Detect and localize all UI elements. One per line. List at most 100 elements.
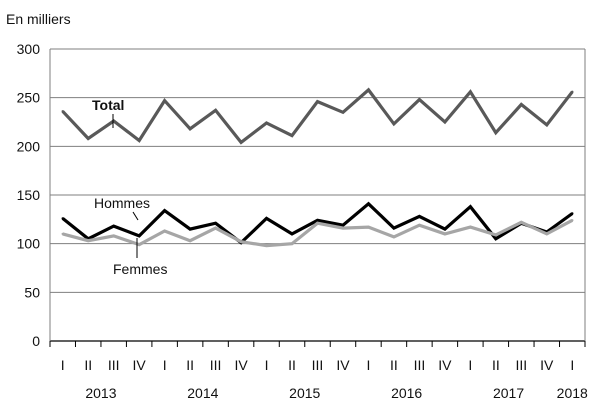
x-quarter-label: IV <box>133 357 147 373</box>
data-point-total <box>290 134 294 137</box>
data-point-femmes <box>494 233 497 237</box>
data-point-hommes <box>265 217 268 220</box>
x-quarter-label: III <box>312 357 324 373</box>
data-point-femmes <box>443 232 447 236</box>
data-point-total <box>443 120 447 124</box>
data-point-total <box>138 139 141 142</box>
data-point-total <box>545 123 548 127</box>
x-quarter-label: II <box>390 357 398 373</box>
series-label-total: Total <box>92 97 124 113</box>
data-point-femmes <box>571 219 574 222</box>
x-quarter-label: I <box>163 357 167 373</box>
x-quarter-label: IV <box>234 357 248 373</box>
x-quarter-label: II <box>288 357 296 373</box>
y-tick-label: 0 <box>32 333 40 349</box>
data-point-total <box>61 110 64 113</box>
data-point-hommes <box>571 212 574 215</box>
x-quarter-label: I <box>570 357 574 373</box>
y-tick-label: 100 <box>17 236 41 252</box>
x-quarter-label: IV <box>336 357 350 373</box>
unit-label: En milliers <box>6 11 71 27</box>
data-point-femmes <box>214 226 217 230</box>
data-point-femmes <box>188 239 192 242</box>
x-quarter-label: II <box>492 357 500 373</box>
series-label-femmes: Femmes <box>113 261 167 277</box>
data-point-hommes <box>290 232 294 236</box>
y-tick-label: 200 <box>17 138 41 154</box>
data-point-hommes <box>163 209 166 212</box>
data-point-total <box>367 88 370 92</box>
x-year-label: 2014 <box>187 385 218 401</box>
x-year-label: 2018 <box>557 385 588 401</box>
data-point-hommes <box>469 205 472 208</box>
data-point-total <box>163 99 166 102</box>
x-quarter-label: III <box>515 357 527 373</box>
data-point-total <box>188 127 192 130</box>
leader-line-hommes <box>132 211 139 221</box>
data-point-total <box>265 121 268 125</box>
data-point-femmes <box>418 224 421 227</box>
x-quarter-label: III <box>108 357 120 373</box>
data-point-femmes <box>545 232 548 236</box>
data-point-hommes <box>392 226 396 230</box>
x-year-label: 2016 <box>391 385 422 401</box>
x-quarter-label: I <box>468 357 472 373</box>
data-point-femmes <box>341 226 345 230</box>
data-point-hommes <box>316 219 319 222</box>
data-point-femmes <box>163 229 166 233</box>
x-quarter-label: III <box>414 357 426 373</box>
data-point-total <box>494 131 497 134</box>
data-point-hommes <box>494 237 497 240</box>
y-tick-label: 250 <box>17 90 41 106</box>
data-point-femmes <box>239 240 243 243</box>
data-point-femmes <box>112 234 115 238</box>
data-point-femmes <box>469 225 472 229</box>
x-quarter-label: I <box>61 357 65 373</box>
data-point-femmes <box>87 239 90 242</box>
data-point-total <box>214 109 217 112</box>
data-point-femmes <box>138 243 141 246</box>
data-point-hommes <box>443 227 447 231</box>
y-tick-label: 300 <box>17 41 41 57</box>
data-point-total <box>571 90 574 94</box>
y-tick-label: 150 <box>17 187 41 203</box>
data-point-femmes <box>367 225 370 229</box>
x-quarter-label: IV <box>540 357 554 373</box>
x-year-label: 2013 <box>85 385 116 401</box>
data-point-total <box>239 141 243 144</box>
data-point-total <box>392 122 396 126</box>
data-point-total <box>316 100 319 103</box>
data-point-total <box>87 137 90 140</box>
series-label-hommes: Hommes <box>94 195 150 211</box>
x-year-label: 2015 <box>289 385 320 401</box>
data-point-femmes <box>290 242 294 245</box>
data-point-femmes <box>61 232 64 236</box>
series-layer <box>61 87 574 248</box>
data-point-total <box>341 111 345 114</box>
data-point-hommes <box>418 215 421 218</box>
data-point-hommes <box>188 227 192 231</box>
y-tick-label: 50 <box>24 284 40 300</box>
data-point-hommes <box>138 234 141 238</box>
data-point-total <box>469 90 472 94</box>
data-point-hommes <box>367 202 370 205</box>
annotation-layer: Total Hommes Femmes <box>92 97 167 277</box>
data-point-hommes <box>341 224 345 227</box>
data-point-total <box>418 98 421 101</box>
data-point-femmes <box>265 244 268 247</box>
data-point-femmes <box>392 235 396 239</box>
data-point-femmes <box>520 221 523 224</box>
data-point-hommes <box>61 217 64 220</box>
data-point-hommes <box>112 224 115 228</box>
data-point-total <box>520 103 523 106</box>
x-quarter-label: IV <box>438 357 452 373</box>
x-year-label: 2017 <box>493 385 524 401</box>
data-point-femmes <box>316 222 319 225</box>
x-quarter-label: I <box>265 357 269 373</box>
data-point-hommes <box>214 222 217 225</box>
x-quarter-label: III <box>210 357 222 373</box>
x-quarter-label: I <box>367 357 371 373</box>
